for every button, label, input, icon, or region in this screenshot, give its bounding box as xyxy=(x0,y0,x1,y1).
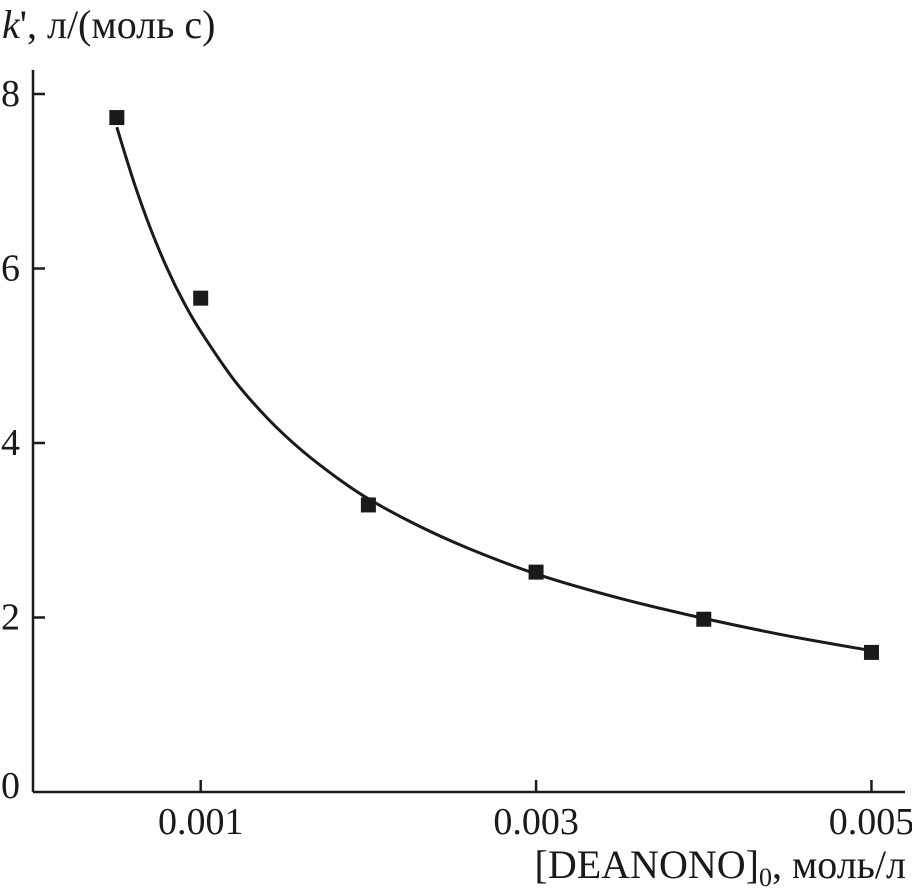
axes xyxy=(31,70,905,794)
data-point xyxy=(696,611,712,627)
x-axis-title-units: , моль/л xyxy=(772,842,906,887)
y-tick-label: 8 xyxy=(1,73,20,115)
x-ticks: 0.001 0.003 0.005 xyxy=(158,780,912,843)
y-tick-label: 0 xyxy=(1,765,20,807)
fit-curve xyxy=(115,126,872,653)
x-axis-title-subscript: 0 xyxy=(759,863,772,892)
data-point xyxy=(360,497,376,513)
data-point xyxy=(528,564,544,580)
y-tick-label: 6 xyxy=(1,248,20,290)
x-tick-label: 0.001 xyxy=(158,801,244,843)
data-points xyxy=(109,110,879,660)
y-tick-label: 2 xyxy=(1,597,20,639)
data-point xyxy=(109,110,125,126)
y-axis-title-units: , л/(моль с) xyxy=(27,2,215,47)
y-axis-title-symbol: k xyxy=(2,2,21,47)
data-point xyxy=(863,644,879,660)
x-tick-label: 0.003 xyxy=(493,801,579,843)
x-axis-title: [DEANONO]0, моль/л xyxy=(535,842,907,892)
data-point xyxy=(193,290,209,306)
x-axis-title-main: [DEANONO] xyxy=(535,842,759,887)
y-ticks: 0 2 4 6 8 xyxy=(1,73,45,807)
y-tick-label: 4 xyxy=(1,422,20,464)
y-axis-title-prime: ' xyxy=(20,2,27,47)
x-tick-label: 0.005 xyxy=(829,801,912,843)
y-axis-title: k', л/(моль с) xyxy=(2,2,215,47)
